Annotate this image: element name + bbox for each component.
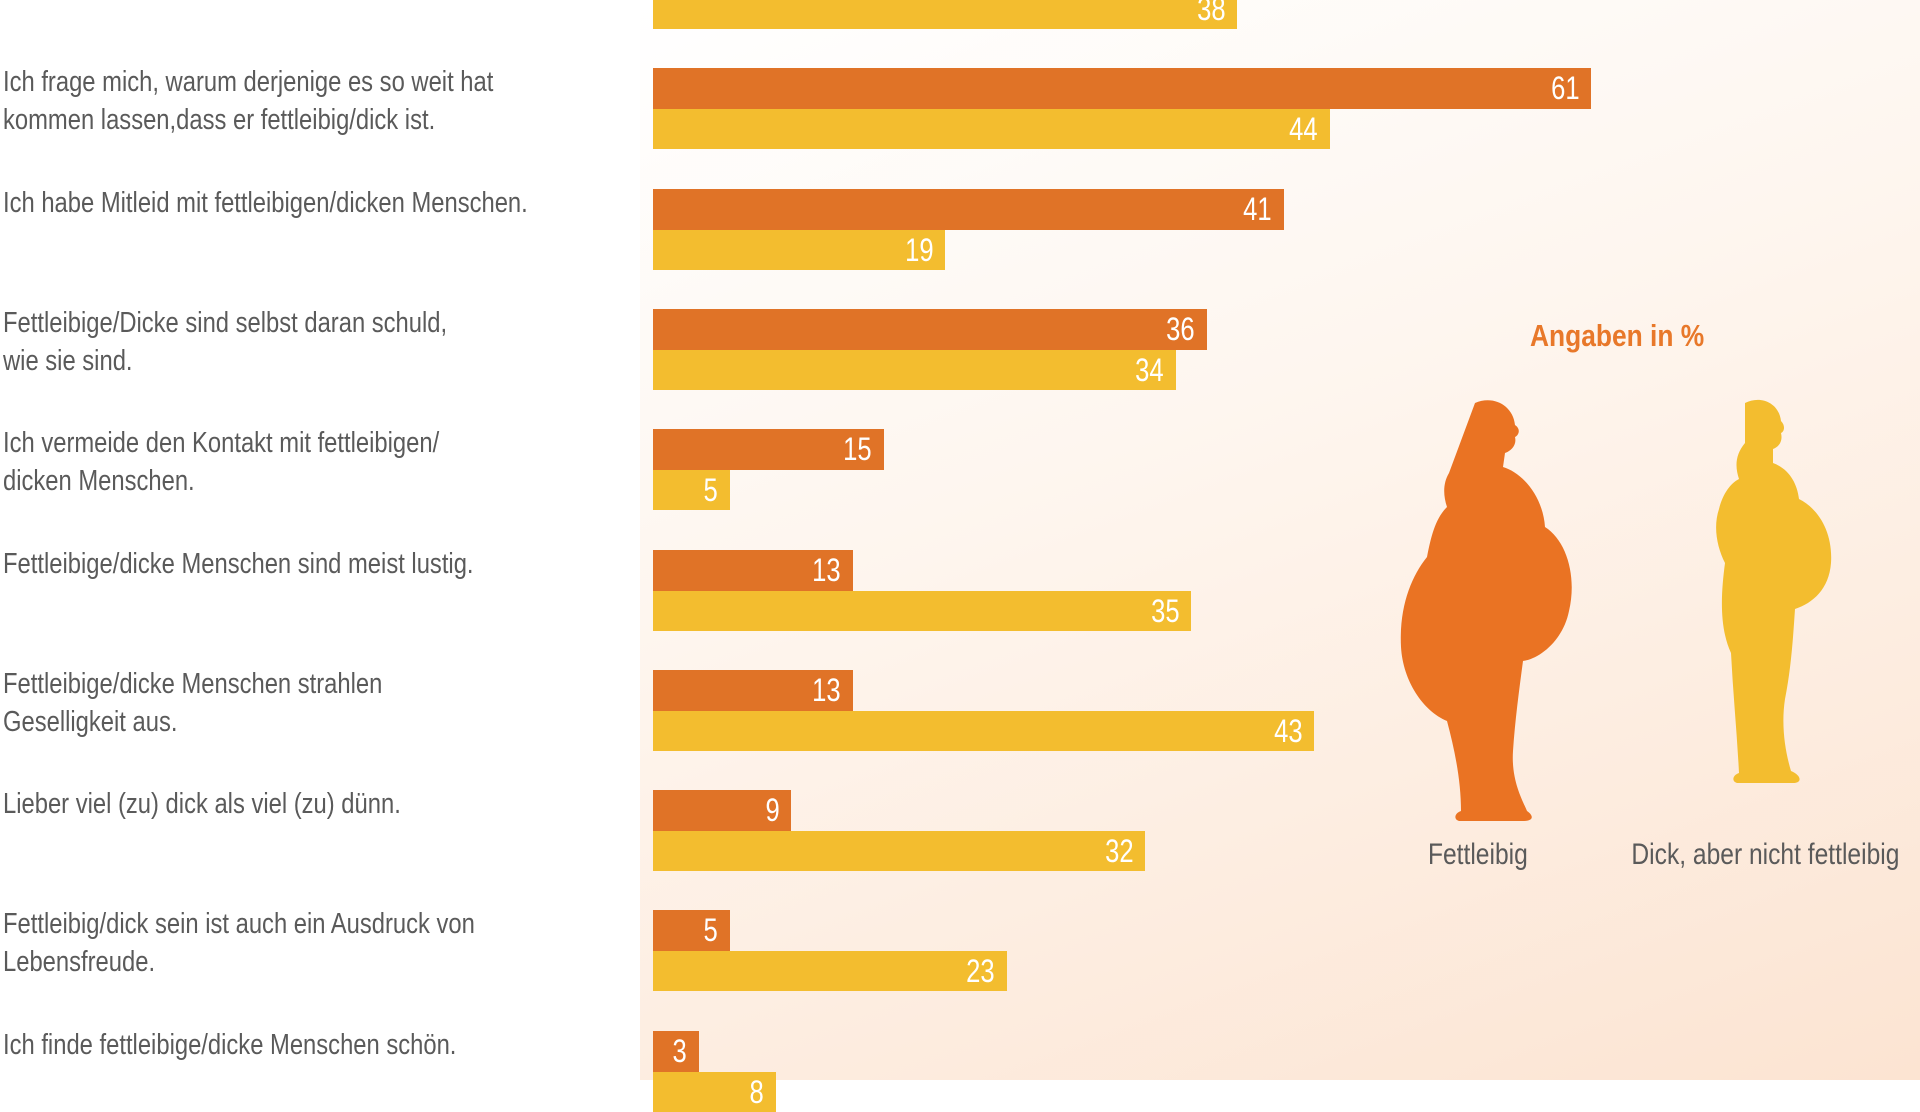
bar-value-label: 8 [749,1073,765,1110]
category-label: Fettleibige/dicke Menschen strahlen Gesel… [3,665,382,741]
bar-obese: 13 [653,549,853,591]
bar-value-label: 43 [1273,712,1303,749]
legend-title: Angaben in % [1530,318,1705,353]
bar-obese: 5 [653,910,730,952]
category-label-line: kommen lassen,dass er fettleibig/dick is… [3,104,436,137]
bar-obese: 41 [653,188,1284,230]
bar-overweight: 43 [653,710,1315,751]
category-label: Ich finde fettleibige/dicke Menschen sch… [3,1026,456,1064]
category-label-line: Geselligkeit aus. [3,705,178,738]
category-label-line: Fettleibige/Dicke sind selbst daran schu… [3,306,448,339]
bar-value-label: 41 [1243,190,1272,227]
bar-value-label: 9 [765,792,780,829]
bar-value-label: 13 [812,671,841,708]
category-label-line: Fettleibig/dick sein ist auch ein Ausdru… [3,908,475,941]
bar-value-label: 19 [904,231,934,268]
category-label-line: Lieber viel (zu) dick als viel (zu) dünn… [3,788,401,821]
bar-overweight: 35 [653,590,1192,631]
category-label: Lieber viel (zu) dick als viel (zu) dünn… [3,785,401,823]
bar-overweight: 8 [653,1071,777,1112]
category-label: Fettleibige/dicke Menschen sind meist lu… [3,545,474,583]
bar-value-label: 35 [1150,592,1180,629]
category-label-line: Ich habe Mitleid mit fettleibigen/dicken… [3,186,528,219]
category-label-line: Ich vermeide den Kontakt mit fettleibige… [3,427,440,460]
bar-value-label: 34 [1135,351,1164,388]
bar-value-label: 13 [812,551,841,588]
bar-value-label: 5 [703,472,718,509]
category-label-line: Fettleibige/dicke Menschen strahlen [3,667,383,700]
category-label: Ich vermeide den Kontakt mit fettleibige… [3,424,439,500]
category-label: Ich habe Mitleid mit fettleibigen/dicken… [3,184,528,222]
bar-overweight: 19 [653,229,946,270]
category-label-line: Ich frage mich, warum derjenige es so we… [3,66,494,99]
bar-value-label: 44 [1289,111,1318,148]
bar-value-label: 36 [1166,310,1195,347]
category-label: Fettleibig/dick sein ist auch ein Ausdru… [3,905,475,981]
bar-value-label: 3 [672,1032,688,1069]
legend-label-obese: Fettleibig [1427,838,1528,871]
category-label-line: Fettleibige/dicke Menschen sind meist lu… [3,547,474,580]
obese-silhouette-icon [1400,400,1572,821]
bar-overweight: 5 [653,470,730,511]
bar-overweight: 44 [653,109,1330,150]
category-label-line: Lebensfreude. [3,946,156,979]
bar-value-label: 15 [843,431,872,468]
category-label-line: Ich finde fettleibige/dicke Menschen sch… [3,1028,457,1061]
bar-obese: 15 [653,429,884,471]
category-label: Ich frage mich, warum derjenige es so we… [3,63,493,139]
bar-value-label: 61 [1550,70,1580,107]
bar-overweight: 32 [653,831,1146,872]
bar-value-label: 32 [1104,833,1134,870]
category-label: Fettleibige/Dicke sind selbst daran schu… [3,304,447,380]
chart-background [640,0,1920,1080]
bar-obese: 36 [653,308,1207,350]
bar-value-label: 23 [966,953,995,990]
bar-value-label: 5 [703,912,718,949]
bar-obese: 9 [653,790,792,832]
bar-value-label: 38 [1196,0,1226,27]
bar-overweight: 38 [653,0,1238,29]
bar-overweight: 23 [653,951,1007,992]
category-label-line: wie sie sind. [3,344,133,377]
overweight-silhouette-icon [1716,399,1832,783]
bar-obese: 61 [653,68,1592,110]
category-label-line: dicken Menschen. [3,465,195,498]
bar-overweight: 34 [653,349,1176,390]
bar-obese: 3 [653,1030,700,1072]
legend-label-overweight: Dick, aber nicht fettleibig [1631,838,1900,871]
bar-obese: 13 [653,669,853,711]
